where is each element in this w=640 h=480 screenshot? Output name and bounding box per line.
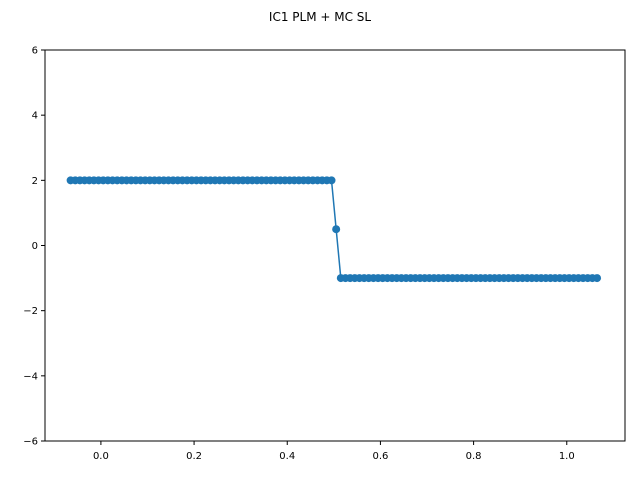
x-tick-label: 0.2 [186,451,202,462]
y-tick-label: −6 [23,437,38,448]
x-tick-label: 0.4 [279,451,295,462]
x-tick-label: 0.8 [466,451,482,462]
y-tick-label: 0 [32,241,38,252]
data-point [593,274,602,283]
axes-frame [44,49,626,442]
y-tick-label: 2 [32,176,38,187]
chart-title: IC1 PLM + MC SL [269,10,371,24]
x-tick-label: 0.6 [372,451,388,462]
y-axis: −6 −4 −2 0 2 4 6 [23,46,45,448]
series-layer [66,176,602,283]
y-tick-label: 4 [32,111,38,122]
y-tick-label: −4 [23,371,38,382]
x-tick-label: 0.0 [93,451,109,462]
x-axis: 0.0 0.2 0.4 0.6 0.8 1.0 [93,441,575,462]
x-tick-label: 1.0 [559,451,575,462]
data-point [327,176,336,185]
y-tick-label: −2 [23,306,38,317]
data-point [332,225,341,234]
y-tick-label: 6 [32,46,38,57]
